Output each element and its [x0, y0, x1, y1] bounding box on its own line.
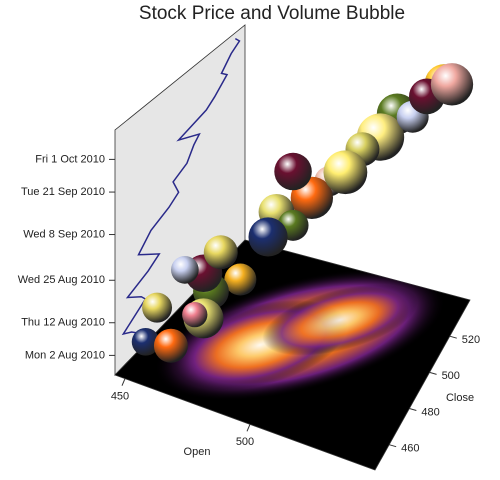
y-tick: [449, 335, 457, 339]
z-tick-label: Wed 8 Sep 2010: [23, 228, 105, 240]
z-tick-label: Wed 25 Aug 2010: [18, 274, 105, 286]
chart-title: Stock Price and Volume Bubble: [139, 3, 405, 24]
y-axis-label: Close: [446, 392, 474, 404]
z-tick-label: Fri 1 Oct 2010: [35, 153, 105, 165]
bubble: [224, 263, 257, 296]
bubble: [323, 150, 368, 195]
y-tick: [429, 371, 437, 375]
bubble: [274, 152, 312, 191]
z-tick-label: Mon 2 Aug 2010: [25, 349, 105, 361]
z-tick-label: Tue 21 Sep 2010: [21, 186, 105, 198]
x-tick-label: 450: [111, 391, 129, 403]
y-tick-label: 460: [401, 443, 419, 455]
y-tick-label: 480: [421, 406, 439, 418]
x-tick: [121, 378, 126, 386]
y-tick: [389, 444, 397, 448]
wall-line: [121, 37, 241, 336]
bubble: [203, 235, 238, 270]
y-tick-label: 500: [442, 370, 460, 382]
y-tick: [409, 408, 417, 411]
bubble: [142, 292, 173, 323]
bubble: [170, 256, 199, 284]
z-tick-label: Thu 12 Aug 2010: [21, 317, 105, 329]
x-tick: [246, 424, 251, 432]
y-tick-label: 520: [462, 334, 480, 346]
bubble: [248, 217, 288, 257]
density-blob: [262, 284, 418, 356]
bubble: [153, 328, 188, 363]
bubble: [131, 327, 160, 356]
x-axis-label: Open: [184, 446, 211, 458]
bubble: [430, 63, 474, 106]
bubble: [182, 302, 208, 328]
x-tick-label: 500: [236, 436, 254, 448]
